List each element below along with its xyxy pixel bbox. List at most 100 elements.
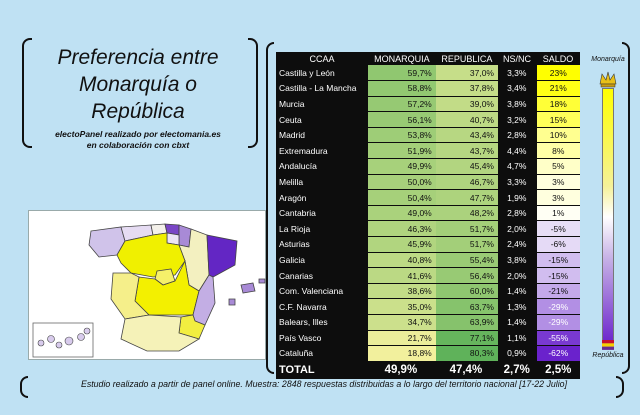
map-island-canarias-4 — [64, 336, 74, 346]
cell-ccaa: Cantabria — [276, 205, 368, 222]
spain-map-svg — [32, 223, 266, 358]
cell-nsnc: 1,3% — [498, 298, 536, 315]
table-row: C.F. Navarra 35,0% 63,7% 1,3% -29% — [276, 298, 580, 315]
cell-nsnc: 3,2% — [498, 111, 536, 128]
cell-nsnc: 4,4% — [498, 142, 536, 160]
footnote-bracket-right — [616, 376, 624, 398]
cell-saldo: 18% — [535, 96, 580, 113]
cell-nsnc: 2,8% — [498, 127, 536, 144]
cell-ccaa: Madrid — [276, 127, 368, 144]
cell-saldo: 8% — [535, 142, 580, 160]
cell-saldo: -15% — [535, 252, 580, 269]
cell-ccaa: La Rioja — [276, 220, 368, 238]
cell-monarquia: 35,0% — [368, 298, 436, 315]
cell-republica: 47,7% — [435, 189, 498, 206]
cell-monarquia: 38,6% — [368, 283, 436, 300]
cell-ccaa: Aragón — [276, 189, 368, 206]
cell-monarquia: 57,2% — [368, 96, 436, 113]
col-header-nsnc: NS/NC — [502, 53, 531, 64]
cell-nsnc: 3,8% — [498, 252, 536, 269]
cell-ccaa: Andalucía — [276, 158, 368, 175]
republic-flag-icon — [602, 340, 614, 350]
cell-nsnc: 2,4% — [498, 236, 536, 253]
cell-republica: 63,9% — [435, 314, 498, 331]
map-region-cataluna — [206, 234, 238, 278]
title-bracket-right — [248, 38, 258, 148]
map-island-canarias-1 — [37, 339, 45, 347]
cell-saldo: -5% — [535, 220, 580, 238]
scale-gradient-bar — [602, 88, 614, 346]
cell-monarquia: 50,4% — [368, 189, 436, 206]
table-row: Canarias 41,6% 56,4% 2,0% -15% — [276, 267, 580, 284]
cell-monarquia: 51,9% — [368, 142, 436, 160]
cell-republica: 43,4% — [435, 127, 498, 144]
cell-republica: 37,8% — [435, 80, 498, 97]
cell-nsnc: 0,9% — [498, 345, 536, 362]
cell-monarquia: 53,8% — [368, 127, 436, 144]
footnote-bracket-left — [20, 376, 28, 398]
cell-monarquia: 46,3% — [368, 220, 436, 238]
table-row: Andalucía 49,9% 45,4% 4,7% 5% — [276, 158, 580, 175]
cell-monarquia: 58,8% — [368, 80, 436, 97]
scale-bottom-label: República — [592, 352, 624, 359]
cell-ccaa: Asturias — [276, 236, 368, 253]
title-bracket-left — [22, 38, 32, 148]
total-monarquia: 49,9% — [368, 361, 436, 379]
table-row: Com. Valenciana 38,6% 60,0% 1,4% -21% — [276, 283, 580, 300]
results-table: CCAA MONARQUIA REPUBLICA NS/NC SALDO Cas… — [276, 52, 580, 379]
table-header-row: CCAA MONARQUIA REPUBLICA NS/NC SALDO — [276, 52, 580, 65]
cell-monarquia: 40,8% — [368, 252, 436, 269]
cell-saldo: -15% — [535, 267, 580, 284]
total-republica: 47,4% — [435, 361, 498, 379]
cell-nsnc: 1,4% — [498, 283, 536, 300]
spain-map — [28, 210, 266, 360]
cell-nsnc: 1,4% — [498, 314, 536, 331]
cell-republica: 51,7% — [435, 236, 498, 253]
cell-ccaa: Balears, Illes — [276, 314, 368, 331]
table-bracket-left — [266, 42, 274, 374]
credit-line2: en colaboración con cbxt — [86, 140, 190, 150]
results-table-wrap: CCAA MONARQUIA REPUBLICA NS/NC SALDO Cas… — [276, 52, 580, 379]
map-region-extremadura — [110, 272, 150, 320]
cell-saldo: 3% — [535, 174, 580, 191]
cell-republica: 51,7% — [435, 220, 498, 238]
map-island-canarias-6 — [83, 327, 91, 335]
cell-republica: 39,0% — [435, 96, 498, 113]
cell-nsnc: 3,8% — [498, 96, 536, 113]
table-row: Asturias 45,9% 51,7% 2,4% -6% — [276, 236, 580, 253]
cell-monarquia: 21,7% — [368, 330, 436, 347]
cell-republica: 46,7% — [435, 174, 498, 191]
scale-top-label: Monarquía — [591, 56, 625, 63]
cell-nsnc: 2,0% — [498, 267, 536, 284]
table-row: La Rioja 46,3% 51,7% 2,0% -5% — [276, 220, 580, 238]
table-row: Extremadura 51,9% 43,7% 4,4% 8% — [276, 142, 580, 160]
cell-ccaa: País Vasco — [276, 330, 368, 347]
col-header-monarquia: MONARQUIA — [374, 53, 430, 64]
cell-saldo: 23% — [535, 65, 580, 82]
table-row: Castilla y León 59,7% 37,0% 3,3% 23% — [276, 65, 580, 82]
table-row: Balears, Illes 34,7% 63,9% 1,4% -29% — [276, 314, 580, 331]
cell-republica: 37,0% — [435, 65, 498, 82]
table-row: Cantabria 49,0% 48,2% 2,8% 1% — [276, 205, 580, 222]
cell-republica: 43,7% — [435, 142, 498, 160]
col-header-republica: REPUBLICA — [441, 53, 493, 64]
footnote: Estudio realizado a partir de panel onli… — [80, 379, 568, 389]
cell-ccaa: Castilla y León — [276, 65, 368, 82]
map-region-andalucia — [120, 314, 200, 352]
table-row: Castilla - La Mancha 58,8% 37,8% 3,4% 21% — [276, 80, 580, 97]
cell-ccaa: Murcia — [276, 96, 368, 113]
cell-saldo: -21% — [535, 283, 580, 300]
table-row: Murcia 57,2% 39,0% 3,8% 18% — [276, 96, 580, 113]
cell-monarquia: 56,1% — [368, 111, 436, 128]
cell-ccaa: Ceuta — [276, 111, 368, 128]
cell-nsnc: 1,9% — [498, 189, 536, 206]
cell-republica: 63,7% — [435, 298, 498, 315]
cell-monarquia: 18,8% — [368, 345, 436, 362]
crown-icon — [599, 71, 617, 88]
cell-saldo: -6% — [535, 236, 580, 253]
map-island-canarias-3 — [55, 341, 63, 349]
cell-monarquia: 59,7% — [368, 65, 436, 82]
cell-republica: 48,2% — [435, 205, 498, 222]
cell-saldo: 1% — [535, 205, 580, 222]
canarias-inset-frame — [32, 322, 94, 358]
